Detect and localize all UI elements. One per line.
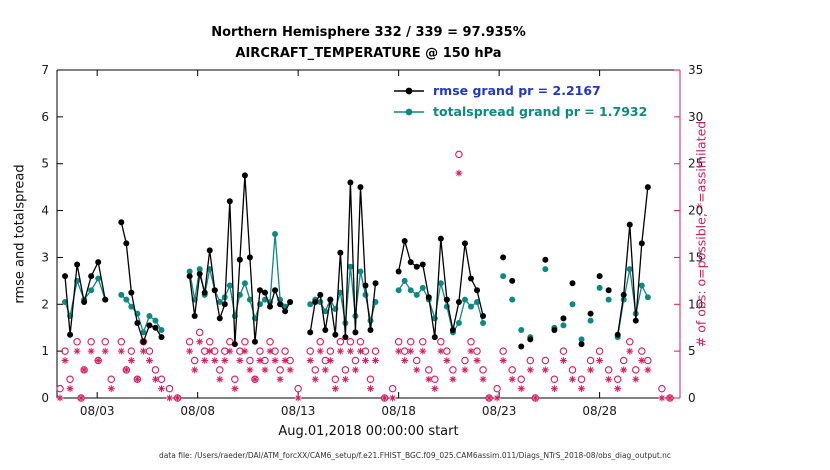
- svg-text:20: 20: [688, 204, 703, 218]
- legend-entry-totalspread: totalspread grand pr = 1.7932: [392, 101, 647, 122]
- svg-text:7: 7: [41, 63, 49, 77]
- legend-label-rmse: rmse grand pr = 2.2167: [433, 83, 601, 98]
- svg-text:6: 6: [41, 110, 49, 124]
- y-axis-label-right: # of obs: o=possible; *=assimilated: [693, 120, 709, 348]
- chart-title-line2: AIRCRAFT_TEMPERATURE @ 150 hPa: [235, 46, 502, 61]
- svg-text:08/23: 08/23: [482, 404, 517, 418]
- svg-text:35: 35: [688, 63, 703, 77]
- x-axis-label: Aug.01,2018 00:00:00 start: [278, 424, 459, 439]
- data-file-caption: data file: /Users/raeder/DAI/ATM_forcXX/…: [158, 451, 672, 460]
- svg-text:08/18: 08/18: [381, 404, 416, 418]
- svg-text:2: 2: [41, 297, 49, 311]
- svg-text:10: 10: [688, 297, 703, 311]
- svg-text:08/08: 08/08: [180, 404, 215, 418]
- svg-text:1: 1: [41, 344, 49, 358]
- svg-text:5: 5: [41, 157, 49, 171]
- rmse-line-marker-icon: [394, 87, 424, 94]
- svg-text:5: 5: [688, 344, 696, 358]
- svg-text:4: 4: [41, 204, 49, 218]
- svg-text:25: 25: [688, 157, 703, 171]
- svg-text:3: 3: [41, 250, 49, 264]
- chart-title-line1: Northern Hemisphere 332 / 339 = 97.935%: [211, 25, 526, 40]
- svg-text:30: 30: [688, 110, 703, 124]
- legend-entry-rmse: rmse grand pr = 2.2167: [392, 80, 647, 101]
- svg-text:0: 0: [688, 391, 696, 405]
- legend: rmse grand pr = 2.2167 totalspread grand…: [392, 80, 647, 122]
- chart-title: Northern Hemisphere 332 / 339 = 97.935% …: [57, 22, 680, 64]
- y-axis-label-left: rmse and totalspread: [12, 164, 28, 304]
- svg-text:15: 15: [688, 250, 703, 264]
- svg-text:0: 0: [41, 391, 49, 405]
- totalspread-line-marker-icon: [394, 108, 424, 115]
- svg-text:08/13: 08/13: [281, 404, 316, 418]
- svg-text:08/03: 08/03: [80, 404, 115, 418]
- legend-label-totalspread: totalspread grand pr = 1.7932: [433, 104, 648, 119]
- svg-text:08/28: 08/28: [582, 404, 617, 418]
